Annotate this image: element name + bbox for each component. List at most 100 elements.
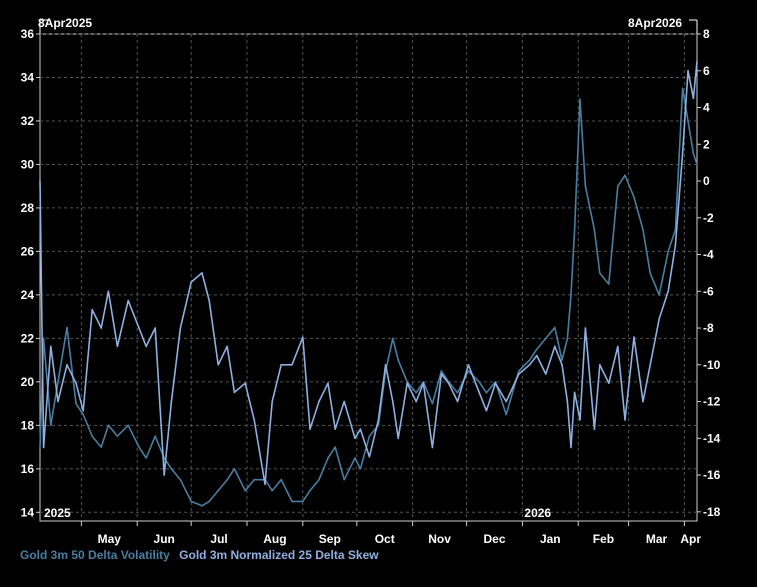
series-point-0 (50, 424, 52, 427)
x-tick-label: Dec (483, 532, 505, 546)
series-point-1 (377, 419, 380, 421)
series-point-0 (573, 228, 576, 231)
series-point-0 (309, 489, 311, 492)
x-tick-label: Feb (593, 532, 614, 546)
series-point-0 (505, 413, 508, 416)
series-point-1 (264, 483, 266, 486)
series-point-0 (561, 359, 563, 361)
series-point-1 (179, 327, 182, 329)
series-point-1 (107, 290, 110, 293)
series-point-0 (599, 272, 601, 274)
series-point-1 (75, 382, 77, 384)
series-point-0 (179, 478, 182, 481)
left-tick-label: 36 (21, 27, 35, 41)
series-point-0 (467, 370, 470, 372)
series-point-0 (354, 457, 356, 459)
right-tick-label: -14 (703, 431, 721, 445)
left-tick-label: 26 (21, 244, 35, 258)
series-point-0 (667, 250, 669, 253)
series-point-0 (485, 391, 488, 394)
series-point-1 (696, 60, 698, 63)
series-point-1 (190, 281, 192, 283)
series-point-1 (368, 455, 371, 458)
plot-frame (39, 33, 698, 522)
series-point-0 (608, 283, 610, 285)
series-point-1 (201, 272, 203, 274)
right-tick-label: -2 (703, 211, 714, 225)
series-point-0 (271, 489, 274, 492)
series-point-1 (633, 336, 635, 339)
series-point-0 (359, 468, 362, 470)
right-tick-label: 4 (703, 101, 710, 115)
left-tick-label: 22 (21, 331, 35, 345)
series-point-0 (545, 337, 547, 340)
series-point-0 (431, 402, 434, 405)
series-point-1 (343, 400, 346, 403)
series-point-1 (392, 400, 394, 403)
series-point-0 (343, 478, 346, 481)
series-point-1 (318, 400, 320, 403)
legend-entry-volatility: Gold 3m 50 Delta Volatility (20, 548, 170, 562)
series-point-1 (608, 382, 610, 384)
series-point-0 (617, 185, 619, 187)
series-point-0 (696, 163, 698, 166)
series-point-1 (599, 363, 601, 366)
right-tick-label: -6 (703, 284, 714, 298)
series-point-1 (617, 345, 619, 348)
right-tick-label: -16 (703, 468, 721, 482)
series-point-0 (554, 326, 556, 329)
left-tick-label: 14 (21, 505, 35, 519)
series-point-0 (138, 446, 140, 448)
series-point-1 (397, 437, 400, 440)
series-point-1 (226, 345, 228, 348)
axis-group: 141618202224262830323436-18-16-14-12-10-… (21, 19, 721, 546)
series-point-1 (692, 97, 695, 100)
series-point-0 (536, 348, 538, 351)
x-tick-label: Aug (263, 532, 286, 546)
series-point-1 (579, 419, 581, 421)
series-point-0 (415, 391, 418, 394)
series-point-1 (406, 382, 409, 384)
series-point-1 (554, 345, 556, 348)
series-point-1 (138, 327, 140, 329)
series-point-0 (244, 489, 246, 492)
series-point-0 (208, 500, 210, 503)
series-point-0 (570, 294, 572, 296)
series-point-1 (456, 400, 459, 403)
series-point-0 (593, 228, 596, 231)
series-point-0 (624, 174, 626, 177)
right-tick-label: -8 (703, 321, 714, 335)
legend-entry-skew: Gold 3m Normalized 25 Delta Skew (179, 548, 379, 562)
right-tick-label: -18 (703, 505, 721, 519)
series-point-1 (593, 428, 596, 430)
series-point-1 (116, 345, 119, 348)
series-point-0 (377, 424, 380, 427)
series-point-1 (478, 391, 481, 394)
left-tick-label: 24 (21, 288, 35, 302)
series-point-0 (57, 381, 59, 383)
series-group (39, 60, 698, 507)
x-tick-label: Jan (540, 532, 561, 546)
series-point-1 (528, 363, 531, 366)
series-point-1 (566, 400, 569, 403)
series-point-0 (368, 435, 371, 438)
right-tick-label: 0 (703, 174, 710, 188)
series-point-1 (447, 382, 450, 384)
x-tick-label: Nov (428, 532, 451, 546)
series-point-1 (163, 474, 165, 476)
series-point-1 (561, 363, 563, 366)
right-tick-label: -4 (703, 248, 714, 262)
series-point-1 (233, 391, 236, 394)
x-tick-label: Jul (210, 532, 227, 546)
series-point-1 (291, 363, 293, 366)
range-start-marker: 8Apr2025 (38, 16, 92, 30)
series-point-1 (545, 373, 547, 375)
series-point-1 (584, 327, 587, 329)
range-start-label: 8Apr2025 (38, 16, 93, 30)
series-point-0 (327, 457, 329, 459)
series-point-1 (309, 428, 311, 430)
range-end-marker: 8Apr2026 (628, 16, 682, 30)
right-tick-label: 8 (703, 27, 710, 41)
series-point-1 (494, 382, 497, 384)
